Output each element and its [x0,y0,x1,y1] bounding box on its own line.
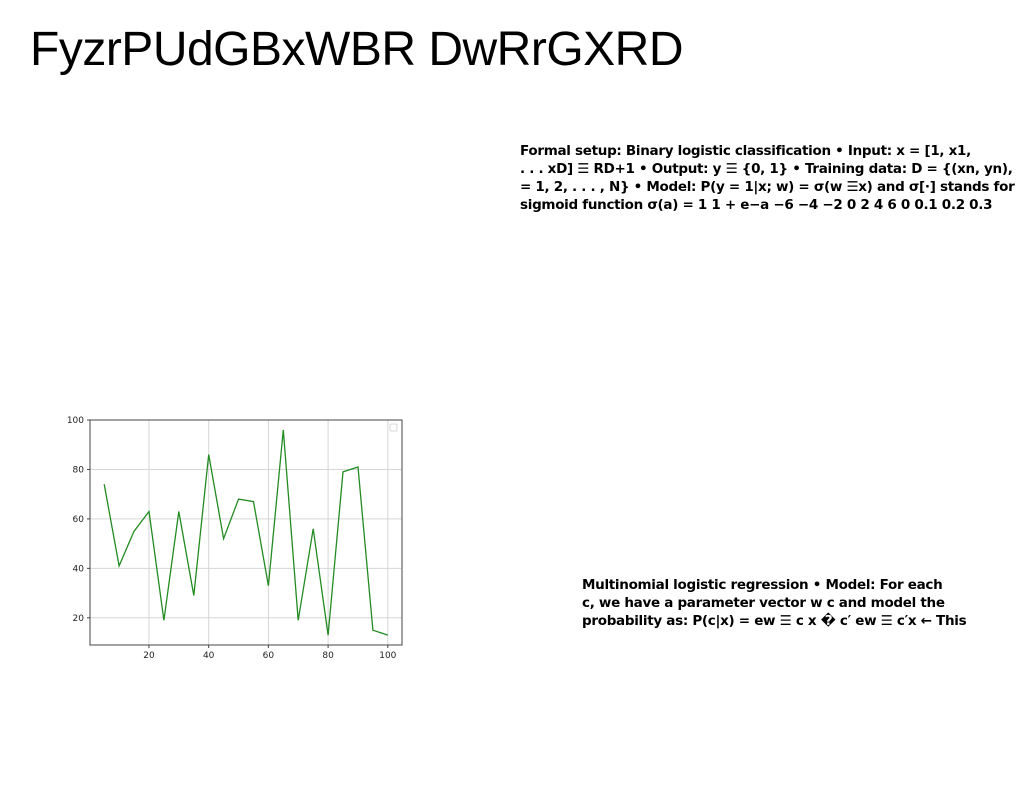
line-chart: 20 40 60 80 100 20 40 60 80 100 [60,412,410,664]
text-line: sigmoid function σ(a) = 1 1 + e−a −6 −4 … [520,197,993,213]
text-line: . . . xD] ☰ RD+1 • Output: y ☰ {0, 1} • … [520,161,1013,177]
multinomial-text: Multinomial logistic regression • Model:… [582,576,1024,630]
x-tick-label: 60 [263,651,275,661]
text-line: probability as: P(c|x) = ew ☰ c x � c′ e… [582,613,967,629]
plot-frame [89,419,403,646]
x-tick-label: 40 [203,651,215,661]
text-line: c, we have a parameter vector w c and mo… [582,595,945,611]
x-tick-label: 20 [143,651,155,661]
x-tick-label: 100 [379,651,396,661]
y-tick-label: 60 [73,515,85,525]
x-tick-label: 80 [322,651,334,661]
legend-box [389,423,398,432]
text-line: = 1, 2, . . . , N} • Model: P(y = 1|x; w… [520,179,1015,195]
formal-setup-text: Formal setup: Binary logistic classifica… [520,142,1024,214]
text-line: Formal setup: Binary logistic classifica… [520,143,971,159]
plot-area [90,420,402,645]
chart-svg: 20 40 60 80 100 20 40 60 80 100 [67,416,403,661]
page-title: FyzrPUdGBxWBR DwRrGXRD [30,23,684,76]
y-tick-label: 20 [73,614,85,624]
y-tick-label: 80 [73,465,85,475]
series-line [103,429,389,636]
y-tick-label: 40 [73,564,85,574]
y-tick-label: 100 [67,416,84,426]
text-line: Multinomial logistic regression • Model:… [582,577,943,593]
